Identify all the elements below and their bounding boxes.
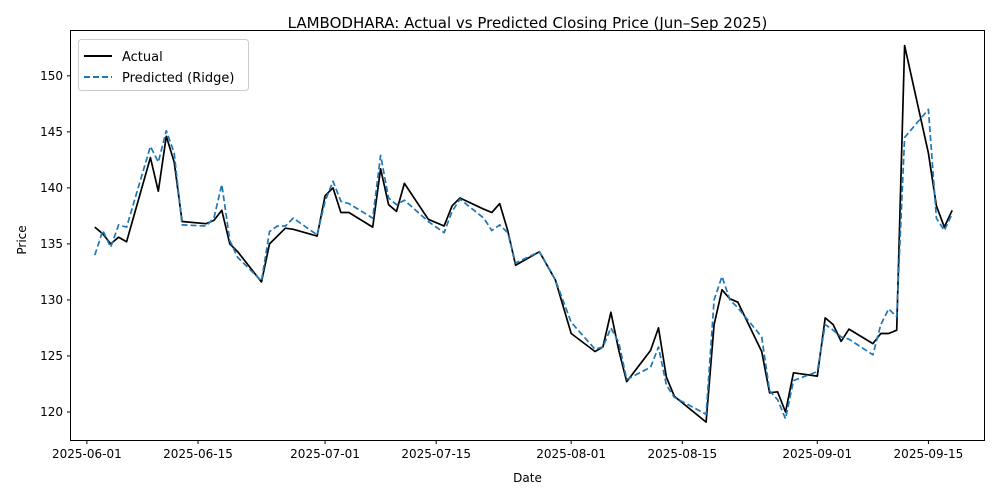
- y-tick-label: 130: [40, 293, 63, 307]
- legend: Actual Predicted (Ridge): [78, 39, 249, 91]
- y-tick-label: 145: [40, 125, 63, 139]
- y-axis-title: Price: [15, 225, 29, 254]
- x-axis: 2025-06-01 2025-06-15 2025-07-01 2025-07-15…: [52, 440, 963, 461]
- series-line-predicted: [93, 108, 953, 420]
- x-axis-title: Date: [513, 471, 542, 485]
- legend-predicted-label: Predicted (Ridge): [122, 71, 234, 86]
- y-tick-label: 135: [40, 237, 63, 251]
- chart-title: LAMBODHARA: Actual vs Predicted Closing …: [288, 14, 768, 32]
- y-tick-label: 140: [40, 181, 63, 195]
- x-tick-label: 2025-07-15: [401, 447, 471, 461]
- x-tick-label: 2025-06-15: [163, 447, 233, 461]
- y-tick-label: 125: [40, 349, 63, 363]
- x-tick-label: 2025-08-01: [536, 447, 606, 461]
- x-tick-label: 2025-08-15: [647, 447, 717, 461]
- x-tick-label: 2025-09-15: [894, 447, 964, 461]
- legend-box: [78, 39, 249, 91]
- y-tick-label: 150: [40, 69, 63, 83]
- x-tick-label: 2025-07-01: [290, 447, 360, 461]
- series-layer: [93, 44, 953, 423]
- legend-actual-label: Actual: [122, 50, 163, 65]
- plot-frame: [70, 30, 985, 441]
- x-tick-label: 2025-06-01: [52, 447, 122, 461]
- y-tick-label: 120: [40, 405, 63, 419]
- x-tick-label: 2025-09-01: [782, 447, 852, 461]
- y-axis: 120 125 130 135 140 145 150: [40, 69, 71, 419]
